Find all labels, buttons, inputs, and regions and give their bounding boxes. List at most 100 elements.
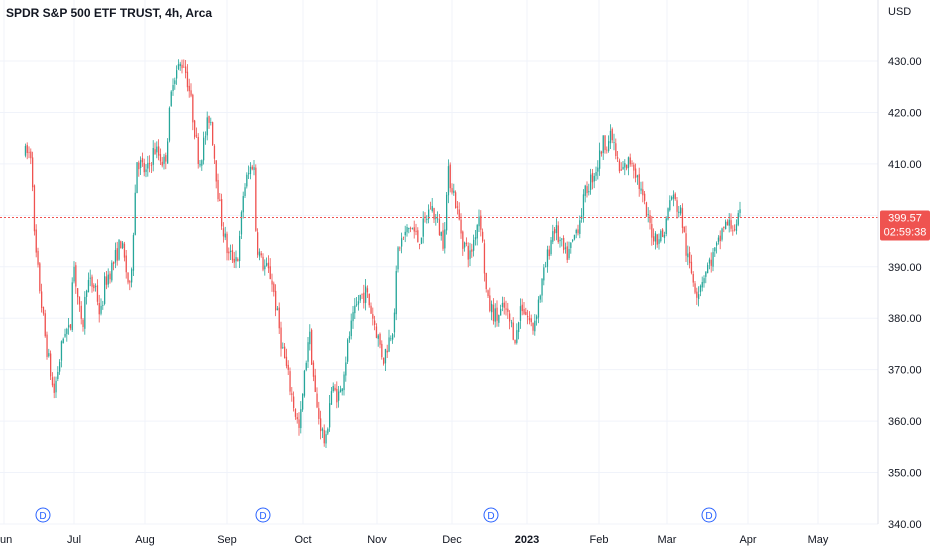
candle[interactable] [199, 159, 201, 168]
candle[interactable] [406, 224, 408, 237]
candle[interactable] [692, 271, 694, 287]
candle[interactable] [55, 376, 57, 399]
candle[interactable] [206, 111, 208, 141]
candle[interactable] [341, 388, 343, 396]
candle[interactable] [334, 384, 336, 392]
candle[interactable] [433, 207, 435, 224]
candle[interactable] [480, 210, 482, 237]
candle[interactable] [312, 360, 315, 382]
candle[interactable] [555, 218, 558, 241]
candle[interactable] [368, 293, 370, 308]
candle[interactable] [600, 150, 603, 157]
candle[interactable] [626, 164, 628, 171]
candle[interactable] [426, 215, 428, 224]
candle[interactable] [615, 138, 617, 160]
candle[interactable] [519, 298, 522, 329]
candle[interactable] [530, 314, 532, 327]
candle[interactable] [401, 232, 403, 254]
candle[interactable] [260, 251, 262, 258]
candle[interactable] [188, 78, 190, 98]
candle[interactable] [379, 332, 381, 349]
candle[interactable] [566, 241, 568, 263]
candle[interactable] [50, 350, 52, 381]
candle[interactable] [660, 229, 662, 243]
candle[interactable] [231, 244, 234, 264]
candle[interactable] [384, 348, 387, 372]
candle[interactable] [467, 242, 469, 268]
candle[interactable] [584, 184, 586, 203]
candle[interactable] [393, 308, 396, 338]
candle[interactable] [91, 274, 93, 293]
dividend-marker-circle[interactable] [35, 507, 51, 523]
candle[interactable] [134, 184, 136, 236]
candle[interactable] [662, 228, 664, 238]
candle[interactable] [708, 257, 711, 270]
candle[interactable] [462, 230, 464, 256]
candle[interactable] [640, 181, 642, 195]
candle[interactable] [719, 230, 721, 250]
candle[interactable] [735, 219, 738, 235]
candle[interactable] [473, 234, 475, 257]
candle[interactable] [514, 339, 516, 345]
candle[interactable] [246, 172, 248, 189]
candle[interactable] [111, 260, 113, 283]
candle[interactable] [347, 338, 349, 364]
candle[interactable] [363, 284, 365, 309]
candle[interactable] [573, 234, 576, 241]
candle[interactable] [123, 241, 126, 262]
candle[interactable] [543, 264, 545, 286]
candle[interactable] [431, 197, 433, 213]
time-axis[interactable]: un Jul Aug Sep Oct Nov Dec 2023 Feb Mar Apr May [0, 534, 829, 546]
candle[interactable] [174, 77, 176, 90]
candle[interactable] [156, 141, 158, 159]
candle[interactable] [159, 148, 162, 165]
candle[interactable] [303, 369, 306, 398]
candle[interactable] [251, 164, 253, 171]
candle[interactable] [564, 242, 567, 254]
candle[interactable] [190, 83, 192, 98]
candle[interactable] [35, 224, 37, 258]
candle[interactable] [552, 224, 554, 245]
candle[interactable] [320, 410, 322, 440]
candle[interactable] [154, 142, 156, 155]
candle[interactable] [728, 213, 730, 233]
candle[interactable] [264, 259, 266, 276]
dividend-marker[interactable]: D [255, 507, 271, 523]
candle[interactable] [345, 356, 347, 382]
candle[interactable] [507, 302, 509, 319]
candle[interactable] [676, 197, 678, 219]
candle[interactable] [224, 226, 226, 241]
candle[interactable] [415, 223, 417, 236]
candle[interactable] [352, 306, 354, 329]
candle[interactable] [266, 257, 268, 267]
candle[interactable] [505, 300, 507, 316]
candle[interactable] [280, 321, 282, 357]
candle[interactable] [26, 142, 28, 160]
candle[interactable] [163, 153, 165, 170]
candle[interactable] [663, 231, 666, 244]
candle[interactable] [147, 155, 149, 177]
candle[interactable] [438, 213, 441, 236]
candle[interactable] [557, 221, 559, 244]
candle[interactable] [471, 243, 473, 258]
candle[interactable] [269, 258, 271, 280]
candle[interactable] [365, 278, 367, 311]
candle[interactable] [392, 333, 394, 344]
candle[interactable] [732, 225, 734, 236]
candle[interactable] [579, 215, 581, 239]
candle[interactable] [383, 357, 385, 366]
candle[interactable] [577, 224, 579, 236]
candle[interactable] [734, 224, 736, 232]
candle[interactable] [60, 340, 63, 368]
candle[interactable] [248, 165, 250, 179]
candle[interactable] [712, 247, 714, 272]
candle[interactable] [550, 236, 552, 256]
candle[interactable] [377, 333, 379, 347]
candle[interactable] [102, 300, 104, 310]
candle[interactable] [408, 227, 410, 234]
candle[interactable] [687, 245, 689, 266]
candle[interactable] [28, 146, 30, 159]
candle[interactable] [510, 319, 513, 328]
candle[interactable] [633, 162, 635, 179]
candle[interactable] [613, 133, 615, 151]
